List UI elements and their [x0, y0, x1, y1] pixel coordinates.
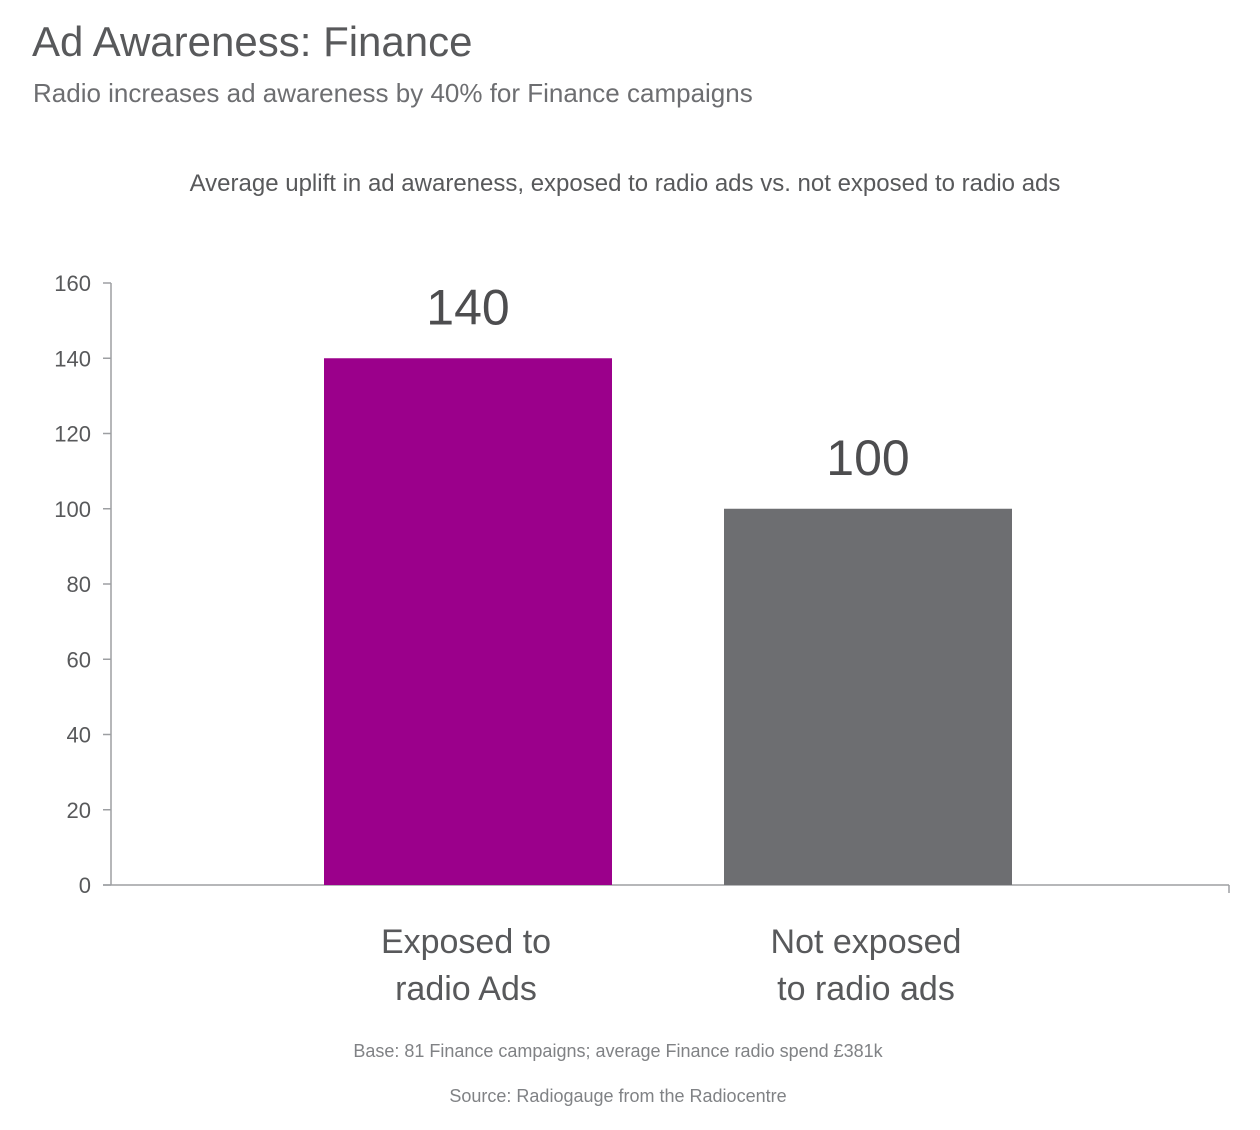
y-tick-label: 160	[54, 271, 91, 296]
bar	[324, 358, 612, 885]
page-title: Ad Awareness: Finance	[32, 18, 473, 65]
y-tick-label: 140	[54, 346, 91, 371]
y-tick-label: 20	[67, 798, 91, 823]
chart-title: Average uplift in ad awareness, exposed …	[189, 170, 1061, 197]
y-tick-label: 60	[67, 647, 91, 672]
source-note: Source: Radiogauge from the Radiocentre	[449, 1086, 787, 1106]
y-tick-label: 40	[67, 723, 91, 748]
x-tick-label: radio Ads	[395, 970, 537, 1008]
category-labels: Exposed to radio Ads Not exposed to radio a…	[381, 923, 962, 1008]
data-label: 140	[426, 279, 509, 335]
y-tick-label: 0	[79, 873, 91, 898]
data-label: 100	[826, 430, 909, 486]
y-tick-label: 80	[67, 572, 91, 597]
page-subtitle: Radio increases ad awareness by 40% for …	[33, 78, 753, 108]
x-tick-label: to radio ads	[777, 970, 955, 1008]
bar	[724, 508, 1012, 885]
y-tick-label: 100	[54, 497, 91, 522]
bars	[324, 358, 1012, 885]
value-labels: 140 100	[426, 279, 909, 486]
base-note: Base: 81 Finance campaigns; average Fina…	[353, 1041, 883, 1061]
x-tick-label: Exposed to	[381, 923, 551, 961]
y-tick-label: 120	[54, 422, 91, 447]
x-tick-label: Not exposed	[771, 923, 962, 961]
y-axis-ticks: 0 20 40 60 80 100 120 140 160	[54, 271, 111, 898]
